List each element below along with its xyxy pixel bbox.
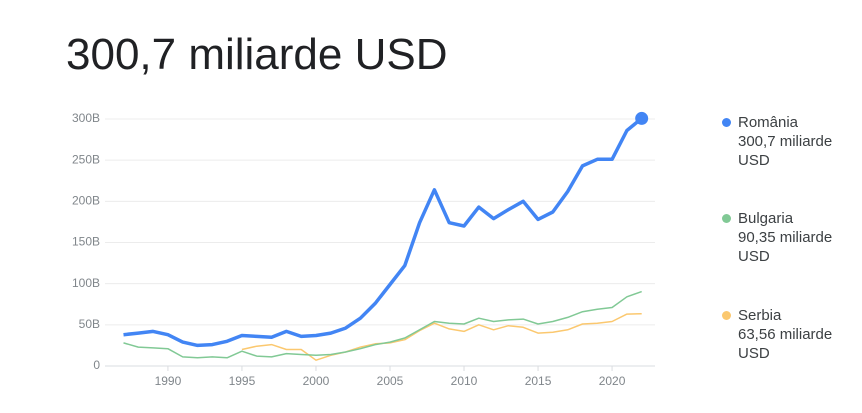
y-tick-label: 50B [79, 317, 100, 331]
legend-name: România [738, 114, 799, 131]
y-tick-label: 100B [72, 276, 100, 290]
legend-name: Serbia [738, 307, 782, 324]
line-series [123, 290, 642, 359]
y-tick-label: 0 [93, 358, 100, 372]
y-tick-label: 300B [72, 111, 100, 125]
legend-item: România 300,7 miliarde USD [722, 113, 840, 170]
x-tick-label: 2010 [451, 374, 478, 388]
chart-title: 300,7 miliarde USD [66, 30, 448, 79]
x-tick-label: 2015 [525, 374, 552, 388]
legend-value: 300,7 miliarde USD [738, 133, 833, 169]
legend-text: Bulgaria 90,35 miliarde USD [738, 209, 840, 266]
legend-item: Bulgaria 90,35 miliarde USD [722, 209, 840, 266]
x-tick-label: 1995 [229, 374, 256, 388]
x-tick-label: 2005 [377, 374, 404, 388]
y-tick-label: 150B [72, 235, 100, 249]
x-tick-label: 2000 [303, 374, 330, 388]
legend-text: România 300,7 miliarde USD [738, 113, 840, 170]
y-tick-label: 250B [72, 152, 100, 166]
legend-marker [722, 311, 731, 320]
legend-marker [722, 118, 731, 127]
legend-text: Serbia 63,56 miliarde USD [738, 306, 840, 363]
line-series [123, 117, 643, 348]
legend-marker [722, 214, 731, 223]
legend-value: 90,35 miliarde USD [738, 229, 833, 265]
legend-value: 63,56 miliarde USD [738, 326, 833, 362]
y-tick-label: 200B [72, 194, 100, 208]
legend-item: Serbia 63,56 miliarde USD [722, 306, 840, 363]
chart: 0 50B 100B 150B 200B 250B 300B 1990 1995 2000 2005… [72, 111, 655, 388]
highlight-point [635, 111, 649, 125]
x-tick-label: 2020 [599, 374, 626, 388]
legend-name: Bulgaria [738, 210, 794, 227]
x-tick-label: 1990 [155, 374, 182, 388]
